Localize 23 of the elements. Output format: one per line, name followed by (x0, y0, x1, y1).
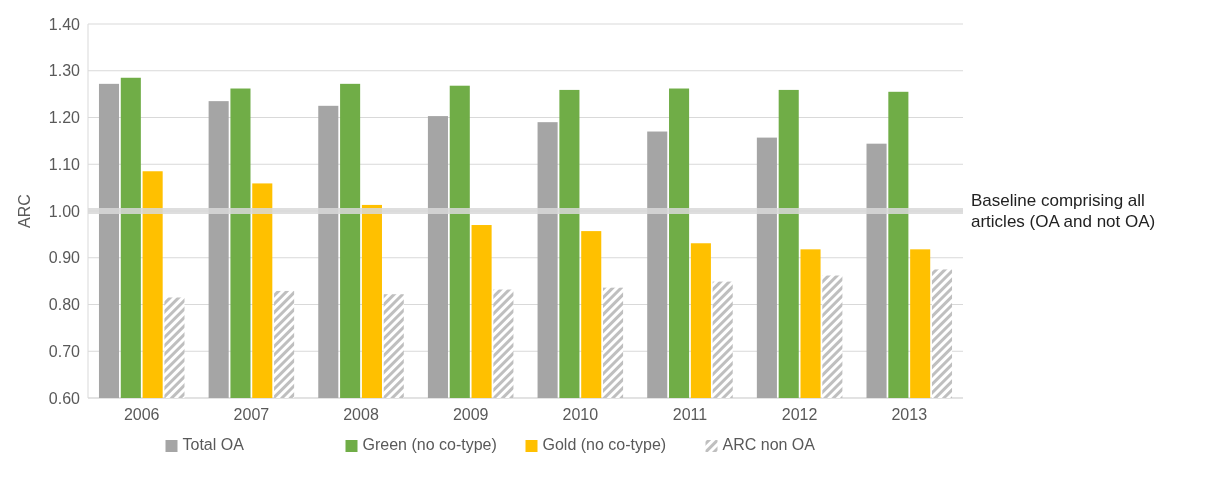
x-tick-label: 2013 (891, 406, 928, 423)
legend-label: ARC non OA (722, 436, 816, 453)
y-tick-label: 0.70 (48, 342, 81, 360)
x-tick-label: 2006 (123, 406, 160, 423)
y-tick-label: 0.90 (48, 249, 81, 267)
legend-label: Green (no co-type) (362, 436, 497, 453)
ref-line-label: Baseline comprising all articles (OA and not OA) (971, 191, 1156, 231)
y-axis-title: ARC (16, 194, 33, 228)
x-tick-label: 2007 (233, 406, 270, 423)
y-tick-label: 1.10 (48, 155, 81, 173)
y-tick-label: 1.40 (48, 15, 81, 33)
x-tick-label: 2011 (672, 406, 708, 423)
x-tick-label: 2010 (562, 406, 599, 423)
y-tick-label: 0.80 (48, 296, 81, 314)
legend-label: Total OA (182, 436, 245, 453)
y-tick-label: 1.20 (48, 109, 81, 127)
x-tick-label: 2012 (781, 406, 818, 423)
x-tick-label: 2008 (343, 406, 379, 423)
legend-label: Gold (no co-type) (542, 436, 667, 453)
y-tick-label: 1.00 (48, 202, 81, 220)
y-tick-label: 0.60 (48, 389, 81, 407)
y-tick-label: 1.30 (48, 62, 81, 80)
x-tick-label: 2009 (452, 406, 489, 423)
